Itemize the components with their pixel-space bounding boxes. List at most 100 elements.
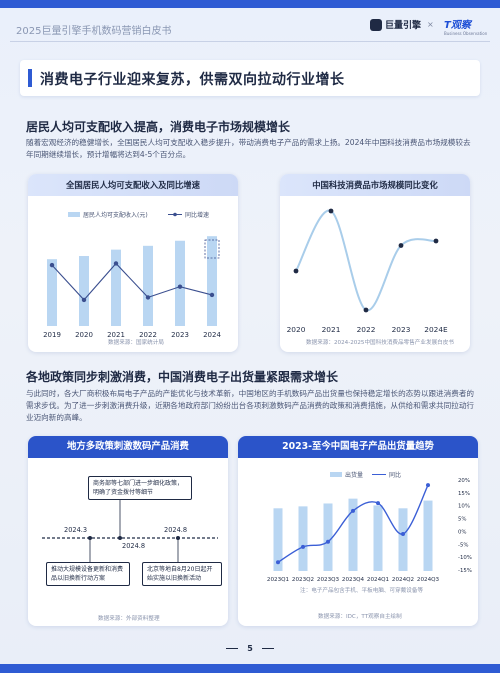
income-bar-2023 xyxy=(175,240,185,326)
income-x-tick-2023: 2023 xyxy=(171,331,189,339)
market-chart-card: 中国科技消费品市场规模同比变化 2020 2021 2022 2023 2024E 数据… xyxy=(280,174,470,352)
growth-point-2023 xyxy=(177,284,183,289)
timeline-date-2: 2024.8 xyxy=(122,542,146,550)
top-frame-bar xyxy=(0,0,500,8)
income-bar-2020 xyxy=(79,256,89,326)
market-x-tick-2022: 2022 xyxy=(357,325,376,334)
tt-observation-logo: T观察 Business Observation xyxy=(444,16,487,36)
shipment-chart-source: 数据来源：IDC，TT观察自主绘制 xyxy=(318,614,402,620)
main-title: 消费电子行业迎来复苏，供需双向拉动行业增长 xyxy=(40,72,345,88)
shipment-y2-tick: 15% xyxy=(458,491,470,497)
bottom-frame-bar xyxy=(0,664,500,673)
growth-point-2024 xyxy=(209,292,215,298)
yoy-point-2023Q1 xyxy=(276,560,280,565)
shipment-chart-title: 2023-至今中国电子产品出货量趋势 xyxy=(238,436,478,458)
market-chart-source: 数据来源：2024-2025中国科技消费品零售产业发展白皮书 xyxy=(306,340,454,346)
income-x-tick-2021: 2021 xyxy=(107,331,125,339)
yoy-point-2023Q4 xyxy=(351,508,355,513)
timeline-lines xyxy=(42,500,218,562)
legend-swatch-bar xyxy=(68,212,80,217)
shipment-bar-2024Q3 xyxy=(423,500,433,571)
logo-separator: × xyxy=(427,20,434,29)
tt-observation-logo-text: T观察 xyxy=(444,20,471,31)
shipment-chart-note: 注：电子产品包含手机、平板电脑、可穿戴设备等 xyxy=(300,588,424,594)
tt-observation-logo-subtext: Business Observation xyxy=(444,31,488,36)
income-chart-title: 全国居民人均可支配收入及同比增速 xyxy=(28,174,238,196)
shipment-x-tick-2024Q1: 2024Q1 xyxy=(367,577,390,583)
shipment-x-tick-2024Q2: 2024Q2 xyxy=(392,577,414,583)
document-title: 2025巨量引擎手机数码营销白皮书 xyxy=(16,26,172,37)
page-number: 5 xyxy=(247,644,253,653)
income-bar-2019 xyxy=(47,259,57,326)
income-x-tick-2019: 2019 xyxy=(43,331,61,339)
income-x-tick-2020: 2020 xyxy=(75,331,93,339)
yoy-point-2024Q3 xyxy=(426,483,430,488)
shipment-bar-2023Q1 xyxy=(273,508,283,571)
legend-label-shipment: 出货量 xyxy=(345,471,363,479)
main-title-banner: 消费电子行业迎来复苏，供需双向拉动行业增长 xyxy=(20,60,480,96)
income-bar-2022 xyxy=(143,245,153,326)
timeline-event-2: 商务部等七部门进一步细化政策，明确了资金拨付等细节 xyxy=(88,476,192,500)
market-point-2022 xyxy=(363,307,369,313)
shipment-bar-2023Q3 xyxy=(323,503,333,571)
legend-label-line: 同比增速 xyxy=(185,211,209,219)
shipment-x-tick-2023Q2: 2023Q2 xyxy=(292,577,314,583)
income-chart-card: 全国居民人均可支配收入及同比增速 居民人均可支配收入(元) 同比增速 2019 202… xyxy=(28,174,238,352)
section1-paragraph: 随着宏观经济的稳健增长，全国居民人均可支配收入稳步提升，带动消费电子产品的需求上… xyxy=(26,138,471,159)
shipment-x-tick-2023Q1: 2023Q1 xyxy=(267,577,290,583)
market-point-2024E xyxy=(433,238,439,244)
shipment-y2-tick: 10% xyxy=(458,504,470,510)
footer-line-right xyxy=(262,648,274,649)
policy-timeline-card: 地方多政策刺激数码产品消费 商务部等七部门进一步细化政策，明确了资金拨付等细节 … xyxy=(28,436,228,626)
shipment-y2-tick: -15% xyxy=(458,568,472,574)
policy-timeline-title: 地方多政策刺激数码产品消费 xyxy=(28,436,228,458)
shipment-chart-card: 2023-至今中国电子产品出货量趋势 出货量 同比 20% 15% 10% 5% 0% -5%… xyxy=(238,436,478,626)
income-chart-source: 数据来源：国家统计局 xyxy=(108,340,164,346)
yoy-point-2023Q3 xyxy=(326,539,330,544)
market-point-2020 xyxy=(293,268,299,274)
ocean-engine-logo-text: 巨量引擎 xyxy=(385,21,422,31)
timeline-date-1: 2024.3 xyxy=(64,526,88,534)
income-2024-highlight-box xyxy=(204,239,220,259)
yoy-point-2023Q2 xyxy=(301,544,305,549)
shipment-y2-tick: -5% xyxy=(458,542,469,548)
shipment-x-tick-2023Q3: 2023Q3 xyxy=(317,577,340,583)
market-x-tick-2024E: 2024E xyxy=(424,325,448,334)
growth-point-2019 xyxy=(49,262,55,268)
yoy-point-2024Q1 xyxy=(376,501,380,506)
section1-title: 居民人均可支配收入提高，消费电子市场规模增长 xyxy=(26,120,291,134)
shipment-y2-tick: 0% xyxy=(458,529,467,535)
income-x-tick-2022: 2022 xyxy=(139,331,157,339)
shipment-bar-2024Q1 xyxy=(373,505,383,571)
shipment-y2-tick: 20% xyxy=(458,478,470,484)
shipment-bar-2023Q2 xyxy=(298,506,308,571)
income-bar-2021 xyxy=(111,249,121,326)
shipment-y2-tick: 5% xyxy=(458,517,467,523)
market-chart-title: 中国科技消费品市场规模同比变化 xyxy=(280,174,470,196)
market-growth-line xyxy=(295,209,437,312)
shipment-x-tick-2023Q4: 2023Q4 xyxy=(342,577,365,583)
market-x-tick-2021: 2021 xyxy=(322,325,341,334)
legend-swatch-shipment xyxy=(330,472,342,477)
section2-paragraph: 与此同时，各大厂商积极布局电子产品的产能优化与技术革新，中国地区的手机数码产品出… xyxy=(26,389,475,422)
footer-line-left xyxy=(226,648,238,649)
growth-point-2021 xyxy=(113,261,119,266)
ocean-engine-logo: 巨量引擎 xyxy=(370,18,421,31)
income-bar-2024 xyxy=(207,236,217,326)
shipment-bar-2023Q4 xyxy=(348,498,358,571)
timeline-date-3: 2024.8 xyxy=(164,526,188,534)
income-x-tick-2024: 2024 xyxy=(203,331,221,339)
yoy-point-2024Q2 xyxy=(401,532,405,536)
growth-point-2022 xyxy=(145,295,151,300)
market-point-2023 xyxy=(398,243,404,248)
header-divider xyxy=(10,41,490,42)
timeline-event-1: 推动大规模设备更新和消费品以旧换新行动方案 xyxy=(46,562,130,586)
legend-label-bar: 居民人均可支配收入(元) xyxy=(83,211,148,219)
timeline-event-3: 北京等地自8月20日起开始实施以旧换新活动 xyxy=(142,562,222,586)
shipment-bar-2024Q2 xyxy=(398,508,408,571)
legend-label-yoy: 同比 xyxy=(389,471,401,479)
income-chart: 居民人均可支配收入(元) 同比增速 2019 2020 2021 2022 2023 2024 xyxy=(43,211,221,339)
policy-timeline-source: 数据来源：外部资料整理 xyxy=(98,616,160,622)
